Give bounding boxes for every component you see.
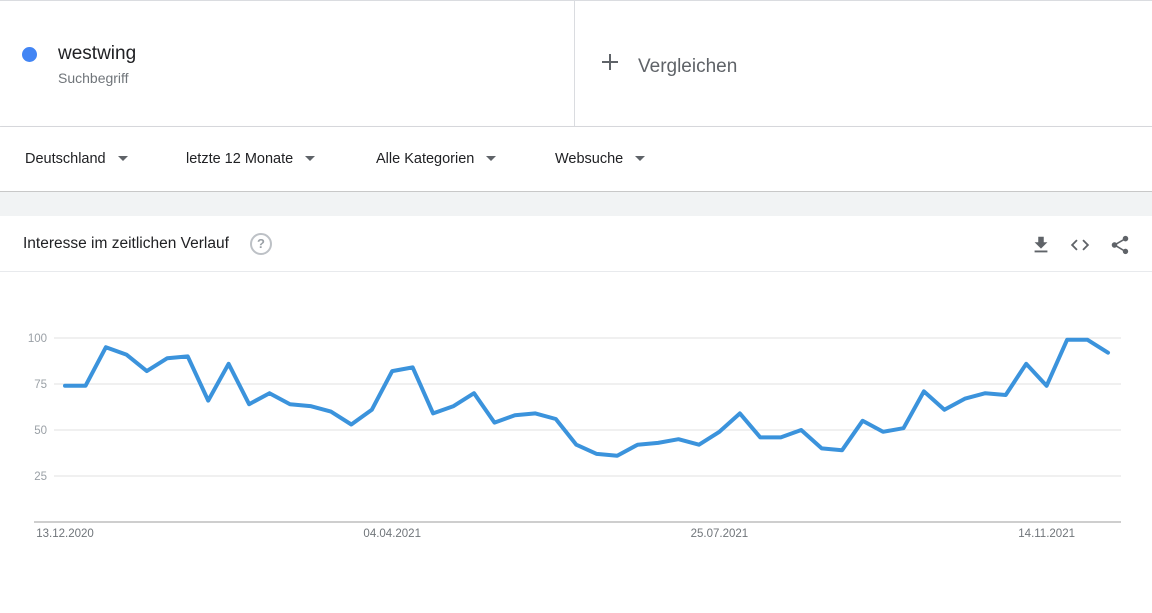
plus-icon bbox=[601, 53, 619, 71]
card-title: Interesse im zeitlichen Verlauf bbox=[23, 235, 229, 252]
interest-chart[interactable]: 100 75 50 25 13.12.2020 04.04.2021 25.07.2021 1… bbox=[0, 272, 1152, 608]
search-term-card[interactable]: westwing Suchbegriff bbox=[0, 1, 575, 127]
caret-down-icon bbox=[305, 155, 316, 161]
filter-region[interactable]: Deutschland bbox=[25, 151, 128, 167]
y-tick-label: 75 bbox=[34, 379, 47, 391]
filter-time-range[interactable]: letzte 12 Monate bbox=[186, 151, 316, 167]
search-terms-bar: westwing Suchbegriff Vergleichen bbox=[0, 0, 1152, 127]
series-line-westwing bbox=[63, 337, 1110, 458]
caret-down-icon bbox=[635, 155, 646, 161]
download-icon[interactable] bbox=[1030, 234, 1052, 256]
compare-label: Vergleichen bbox=[638, 56, 738, 77]
x-tick-label: 13.12.2020 bbox=[36, 528, 94, 540]
filter-search-type-label: Websuche bbox=[555, 151, 624, 167]
interest-line-chart: 100 75 50 25 13.12.2020 04.04.2021 25.07.2021 1… bbox=[28, 333, 1121, 540]
share-icon[interactable] bbox=[1109, 234, 1131, 256]
filter-region-label: Deutschland bbox=[25, 151, 106, 167]
filter-category[interactable]: Alle Kategorien bbox=[376, 151, 497, 167]
term-name: westwing bbox=[58, 43, 137, 64]
filter-category-label: Alle Kategorien bbox=[376, 151, 475, 167]
help-icon[interactable]: ? bbox=[250, 233, 272, 255]
x-tick-label: 14.11.2021 bbox=[1018, 528, 1075, 540]
y-tick-label: 50 bbox=[34, 425, 47, 437]
x-tick-label: 04.04.2021 bbox=[363, 528, 421, 540]
compare-button[interactable]: Vergleichen bbox=[575, 1, 1152, 127]
filter-time-range-label: letzte 12 Monate bbox=[186, 151, 294, 167]
filter-search-type[interactable]: Websuche bbox=[555, 151, 646, 167]
term-color-dot bbox=[22, 47, 37, 62]
y-tick-label: 100 bbox=[28, 333, 47, 345]
x-tick-label: 25.07.2021 bbox=[691, 528, 749, 540]
interest-over-time-card: Interesse im zeitlichen Verlauf ? 100 75 5… bbox=[0, 216, 1152, 608]
embed-code-icon[interactable] bbox=[1069, 234, 1091, 256]
filter-bar: Deutschland letzte 12 Monate Alle Katego… bbox=[0, 127, 1152, 192]
term-type: Suchbegriff bbox=[58, 70, 129, 86]
y-tick-label: 25 bbox=[34, 471, 47, 483]
section-gap bbox=[0, 192, 1152, 216]
caret-down-icon bbox=[117, 155, 128, 161]
card-header: Interesse im zeitlichen Verlauf ? bbox=[0, 216, 1152, 272]
caret-down-icon bbox=[486, 155, 497, 161]
